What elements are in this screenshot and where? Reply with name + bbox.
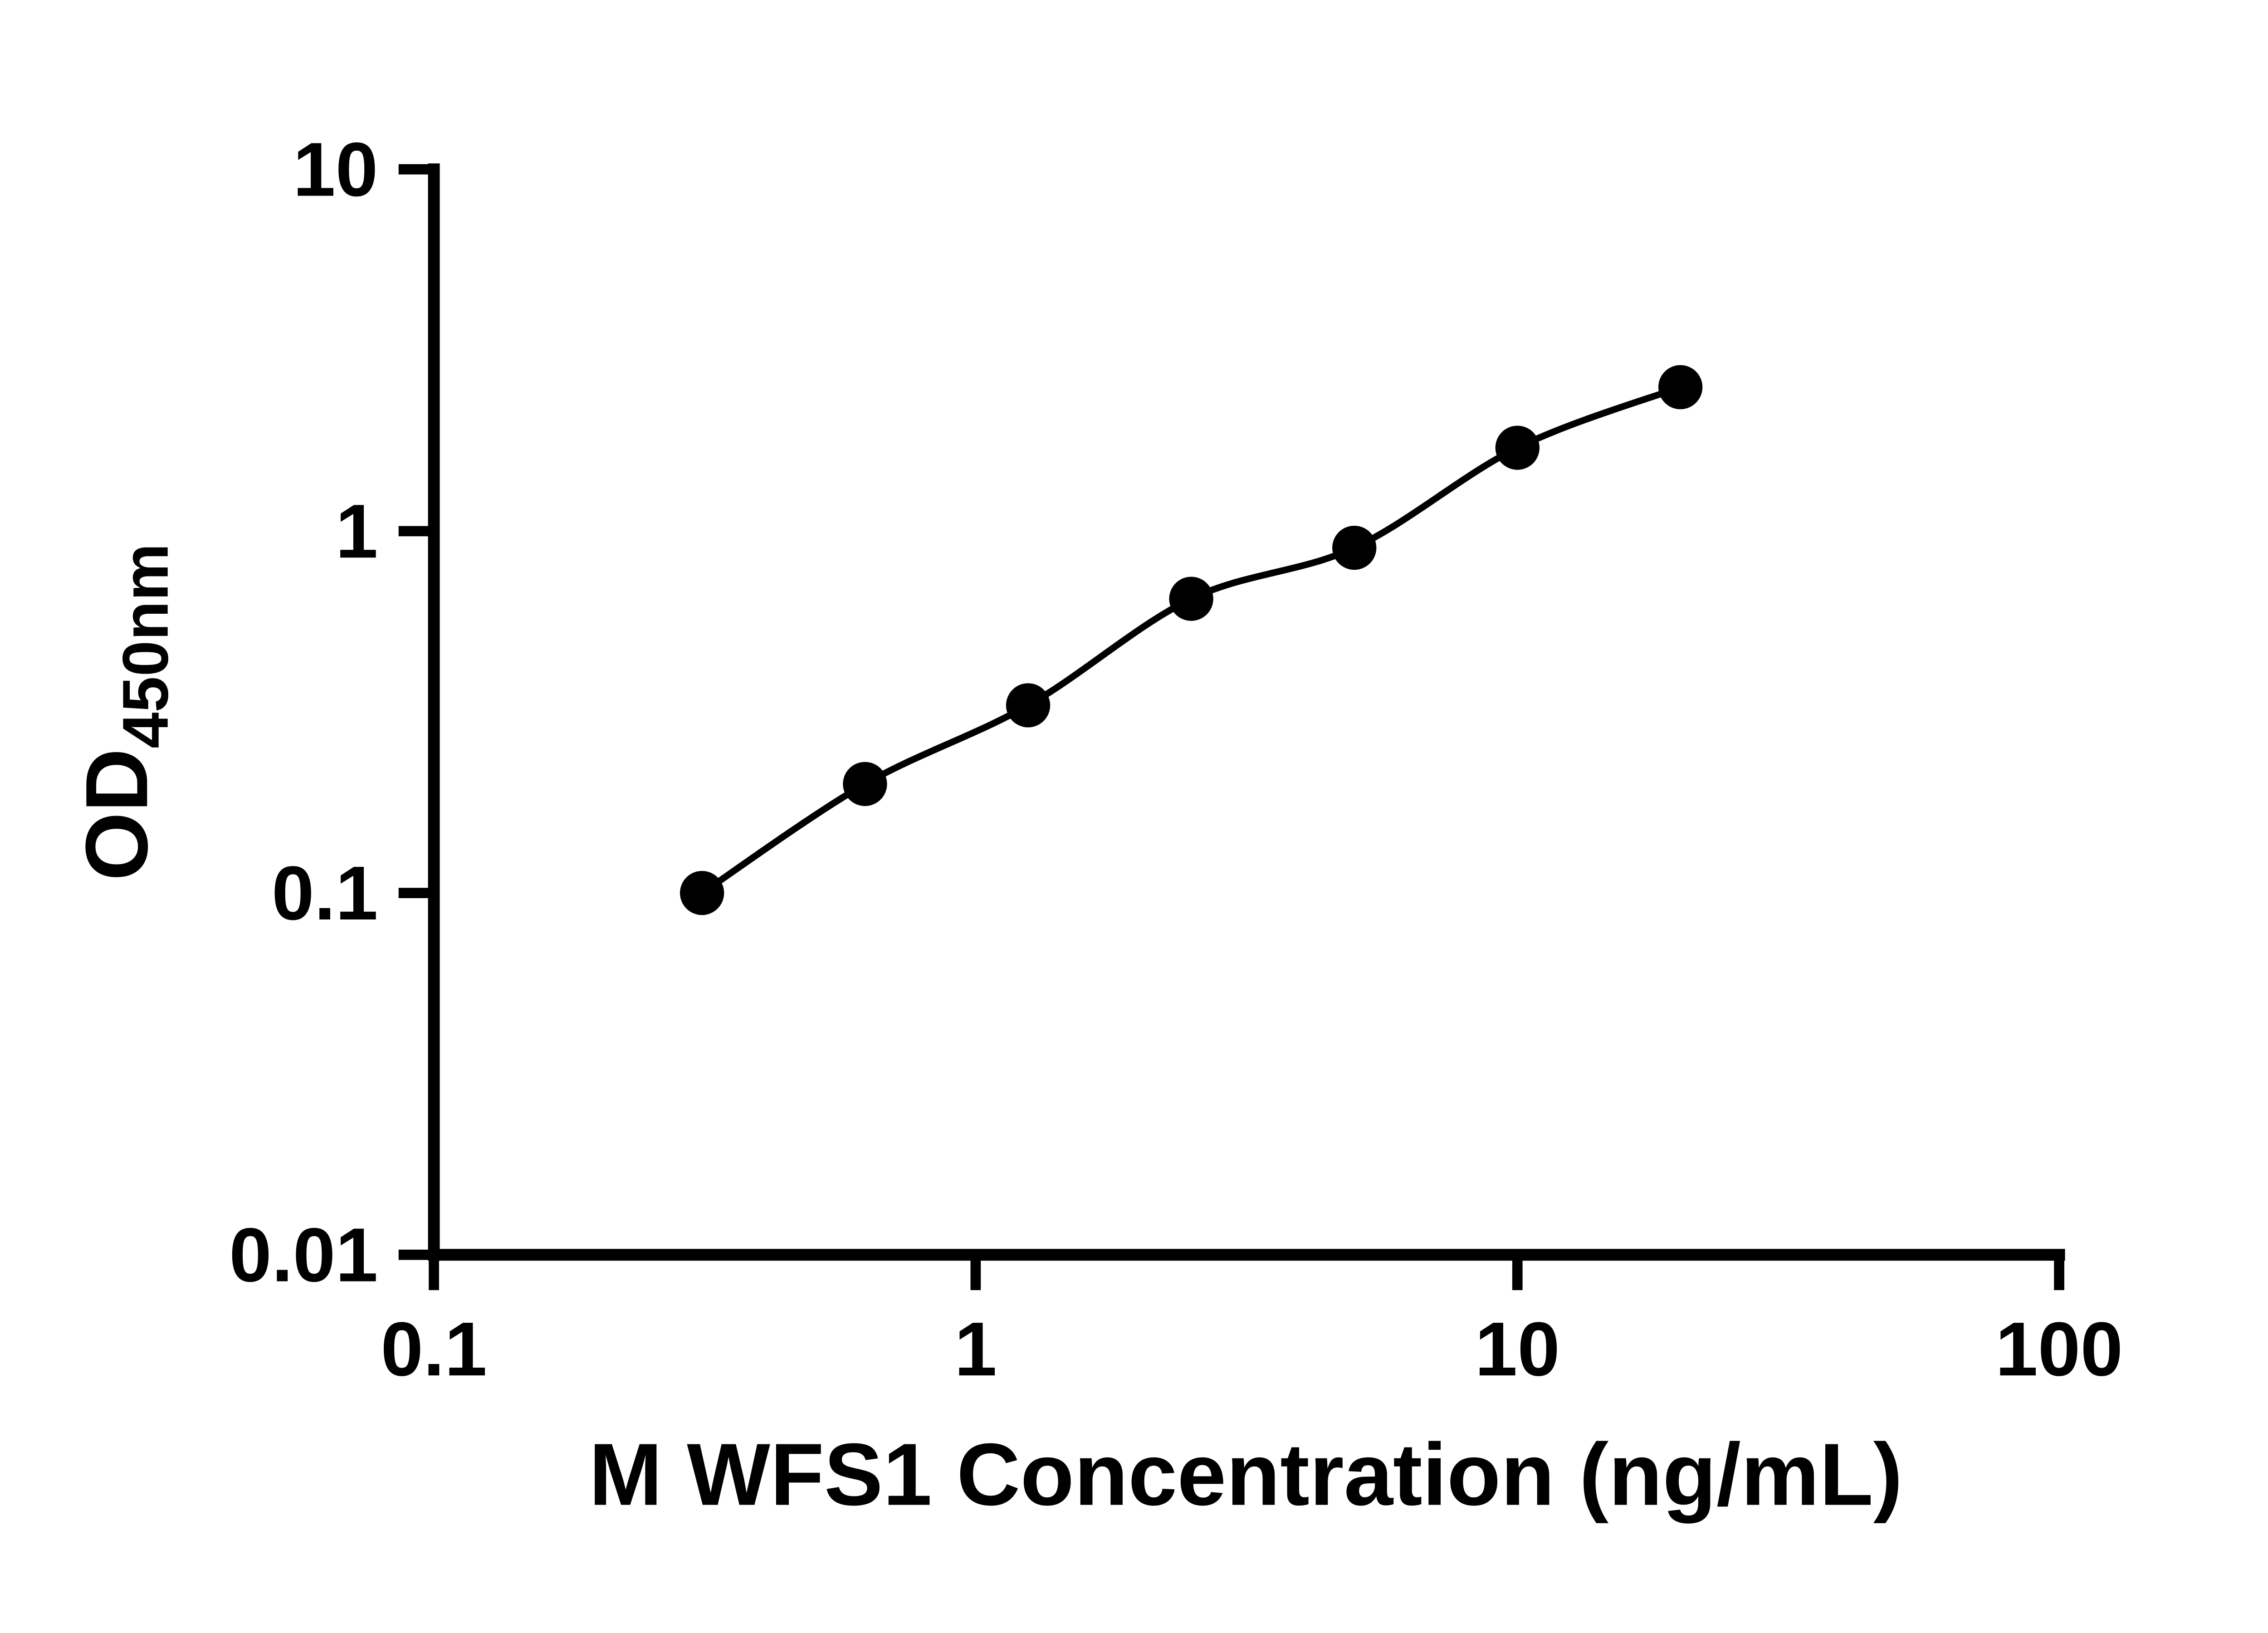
y-axis-tick-labels: 0.01 0.1 1 10 bbox=[229, 127, 378, 1298]
x-tick-label: 100 bbox=[1995, 1306, 2123, 1392]
fit-curve-line bbox=[700, 384, 1682, 896]
y-axis-title: OD450nm bbox=[68, 543, 181, 881]
x-tick-label: 10 bbox=[1475, 1306, 1560, 1392]
data-point bbox=[680, 870, 724, 915]
data-point bbox=[1495, 425, 1540, 470]
y-axis-ticks bbox=[398, 164, 434, 1260]
data-point bbox=[1332, 525, 1377, 570]
y-tick-label: 10 bbox=[293, 127, 378, 212]
data-point bbox=[1658, 365, 1703, 410]
x-axis-title: M WFS1 Concentration (ng/mL) bbox=[589, 1426, 1902, 1524]
data-point bbox=[1169, 577, 1213, 621]
data-point bbox=[843, 762, 887, 806]
x-axis-tick-labels: 0.1 1 10 100 bbox=[381, 1306, 2123, 1392]
y-tick-label: 1 bbox=[336, 488, 378, 574]
x-axis-ticks bbox=[429, 1255, 2064, 1291]
x-tick-label: 1 bbox=[954, 1306, 997, 1392]
y-axis-title-main: OD bbox=[68, 748, 166, 881]
data-points bbox=[680, 365, 1703, 915]
y-axis-title-subscript: 450nm bbox=[110, 543, 182, 748]
data-point bbox=[1006, 683, 1051, 728]
y-tick-label: 0.01 bbox=[229, 1212, 378, 1298]
y-tick-label: 0.1 bbox=[272, 850, 378, 936]
x-tick-label: 0.1 bbox=[381, 1306, 487, 1392]
